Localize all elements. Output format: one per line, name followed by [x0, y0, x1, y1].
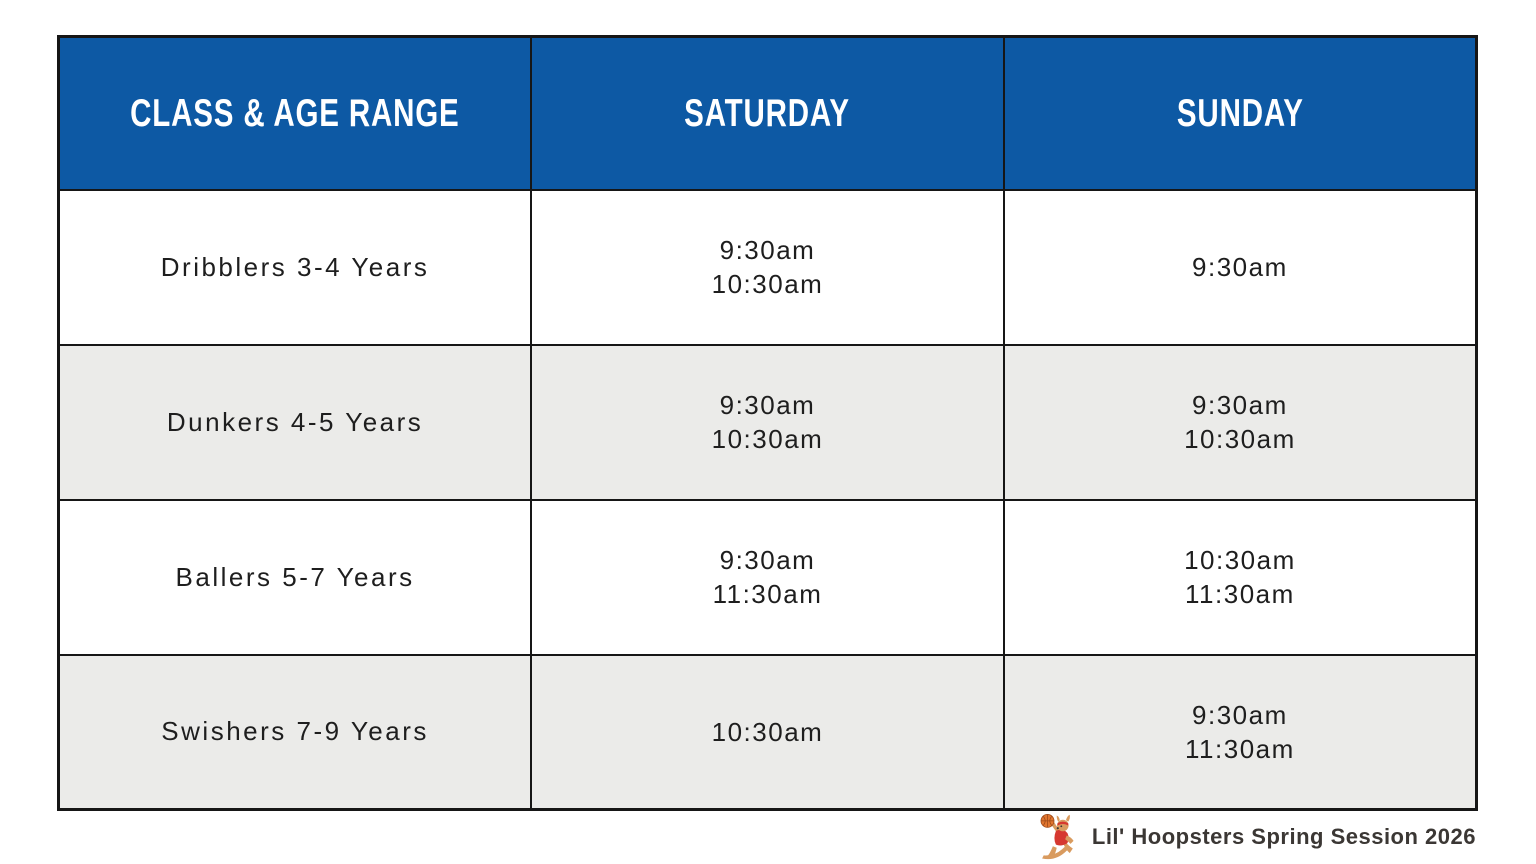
- saturday-times-cell: 9:30am 10:30am: [530, 188, 1005, 346]
- class-name-cell: Dribblers 3-4 Years: [57, 188, 533, 346]
- basketball-kangaroo-mascot-icon: [1040, 814, 1074, 860]
- header-sunday-label: SUNDAY: [1176, 90, 1304, 135]
- sunday-times-cell: 9:30am 11:30am: [1002, 653, 1478, 811]
- header-class-age-range: CLASS & AGE RANGE: [57, 35, 533, 191]
- class-name-cell: Ballers 5-7 Years: [57, 498, 533, 656]
- table-row-dunkers: Dunkers 4-5 Years 9:30am 10:30am 9:30am …: [57, 343, 1478, 501]
- table-header-row: CLASS & AGE RANGE SATURDAY SUNDAY: [57, 35, 1478, 191]
- class-schedule-table: CLASS & AGE RANGE SATURDAY SUNDAY Dribbl…: [57, 35, 1478, 811]
- header-class-age-range-label: CLASS & AGE RANGE: [130, 90, 460, 135]
- sunday-times-cell: 9:30am: [1002, 188, 1478, 346]
- header-sunday: SUNDAY: [1002, 35, 1478, 191]
- footer: Lil' Hoopsters Spring Session 2026: [1036, 812, 1476, 862]
- sunday-times-cell: 9:30am 10:30am: [1002, 343, 1478, 501]
- table-row-dribblers: Dribblers 3-4 Years 9:30am 10:30am 9:30a…: [57, 188, 1478, 346]
- saturday-times-cell: 9:30am 11:30am: [530, 498, 1005, 656]
- header-saturday: SATURDAY: [530, 35, 1005, 191]
- table-row-ballers: Ballers 5-7 Years 9:30am 11:30am 10:30am…: [57, 498, 1478, 656]
- class-name-cell: Swishers 7-9 Years: [57, 653, 533, 811]
- sunday-times-cell: 10:30am 11:30am: [1002, 498, 1478, 656]
- table-row-swishers: Swishers 7-9 Years 10:30am 9:30am 11:30a…: [57, 653, 1478, 811]
- footer-session-label: Lil' Hoopsters Spring Session 2026: [1091, 824, 1476, 849]
- saturday-times-cell: 10:30am: [530, 653, 1005, 811]
- class-name-cell: Dunkers 4-5 Years: [57, 343, 533, 501]
- saturday-times-cell: 9:30am 10:30am: [530, 343, 1005, 501]
- header-saturday-label: SATURDAY: [684, 90, 851, 135]
